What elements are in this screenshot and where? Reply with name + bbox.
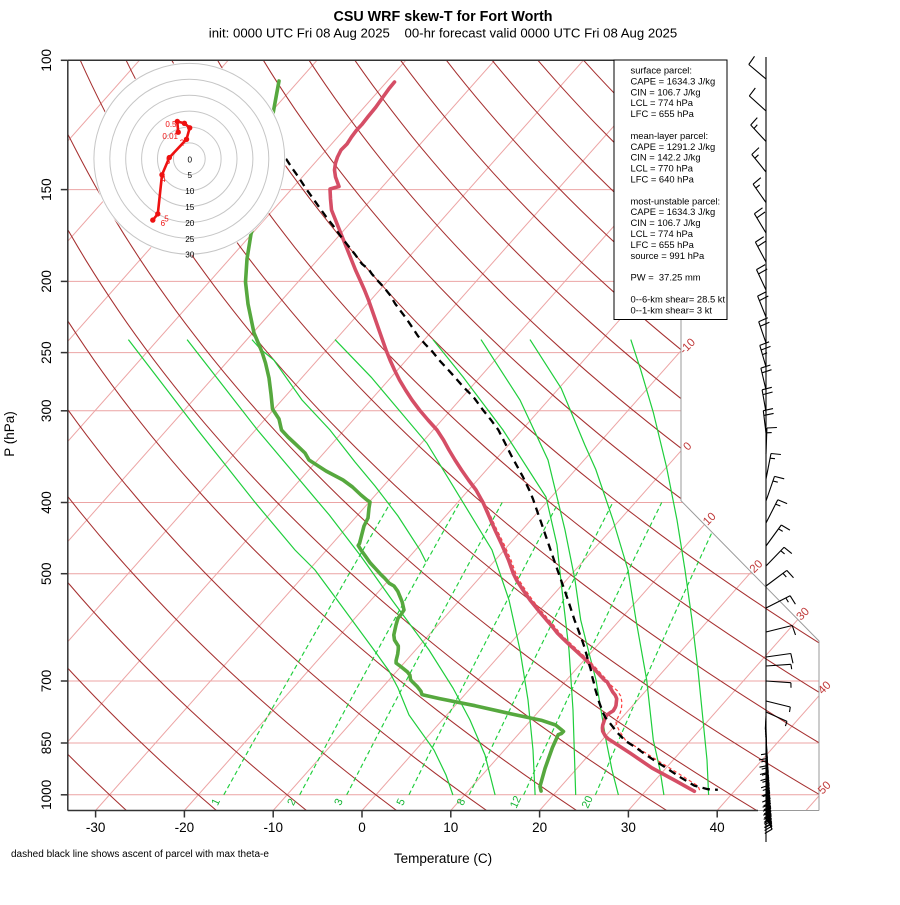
svg-text:10: 10 [185, 187, 195, 196]
svg-text:dashed black line shows ascent: dashed black line shows ascent of parcel… [11, 849, 269, 860]
svg-text:-10: -10 [263, 820, 283, 835]
svg-text:LFC = 640 hPa: LFC = 640 hPa [631, 174, 695, 185]
svg-text:surface parcel:: surface parcel: [631, 65, 693, 76]
svg-text:P (hPa): P (hPa) [2, 411, 17, 457]
svg-text:LCL = 774 hPa: LCL = 774 hPa [631, 97, 694, 108]
svg-text:-20: -20 [175, 820, 195, 835]
svg-text:CIN = 106.7 J/kg: CIN = 106.7 J/kg [631, 86, 701, 97]
svg-text:400: 400 [39, 491, 54, 514]
svg-text:CAPE = 1291.2 J/kg: CAPE = 1291.2 J/kg [631, 141, 716, 152]
svg-text:250: 250 [39, 341, 54, 364]
svg-text:init: 0000 UTC Fri 08 Aug 2025: init: 0000 UTC Fri 08 Aug 2025 00-hr for… [209, 26, 677, 41]
svg-text:20: 20 [532, 820, 547, 835]
svg-text:0--6-km shear= 28.5 kt: 0--6-km shear= 28.5 kt [631, 293, 726, 304]
svg-text:CIN = 106.7 J/kg: CIN = 106.7 J/kg [631, 217, 701, 228]
svg-text:1000: 1000 [39, 780, 54, 810]
svg-text:0.01: 0.01 [162, 132, 178, 141]
svg-text:20: 20 [185, 219, 195, 228]
svg-text:most-unstable parcel:: most-unstable parcel: [631, 195, 721, 206]
svg-text:150: 150 [39, 178, 54, 201]
svg-text:30: 30 [185, 251, 195, 260]
svg-text:LCL = 774 hPa: LCL = 774 hPa [631, 228, 694, 239]
svg-text:6: 6 [161, 219, 166, 228]
svg-text:CAPE = 1634.3 J/kg: CAPE = 1634.3 J/kg [631, 206, 716, 217]
svg-text:850: 850 [39, 732, 54, 755]
svg-text:40: 40 [710, 820, 725, 835]
svg-text:2: 2 [180, 139, 185, 148]
svg-text:mean-layer parcel:: mean-layer parcel: [631, 130, 709, 141]
svg-text:0: 0 [188, 155, 193, 164]
svg-text:10: 10 [443, 820, 458, 835]
svg-text:0--1-km shear= 3 kt: 0--1-km shear= 3 kt [631, 304, 713, 315]
svg-text:LFC = 655 hPa: LFC = 655 hPa [631, 239, 695, 250]
svg-text:CSU WRF skew-T for Fort Worth: CSU WRF skew-T for Fort Worth [334, 9, 553, 25]
svg-text:3: 3 [166, 157, 171, 166]
svg-text:CAPE = 1634.3 J/kg: CAPE = 1634.3 J/kg [631, 75, 716, 86]
svg-text:-30: -30 [86, 820, 106, 835]
svg-text:LFC = 655 hPa: LFC = 655 hPa [631, 108, 695, 119]
svg-text:CIN = 142.2 J/kg: CIN = 142.2 J/kg [631, 152, 701, 163]
svg-text:Temperature (C): Temperature (C) [394, 851, 492, 866]
svg-text:25: 25 [185, 235, 195, 244]
svg-text:0.5: 0.5 [165, 120, 177, 129]
svg-text:0: 0 [358, 820, 366, 835]
svg-text:500: 500 [39, 562, 54, 585]
svg-text:5: 5 [188, 171, 193, 180]
svg-text:LCL = 770 hPa: LCL = 770 hPa [631, 163, 694, 174]
svg-text:source = 991 hPa: source = 991 hPa [631, 250, 706, 261]
svg-text:15: 15 [185, 203, 195, 212]
svg-text:100: 100 [39, 49, 54, 72]
svg-text:30: 30 [621, 820, 636, 835]
svg-text:700: 700 [39, 670, 54, 693]
svg-text:PW = 37.25 mm: PW = 37.25 mm [631, 272, 701, 283]
svg-text:4: 4 [161, 175, 166, 184]
svg-text:200: 200 [39, 270, 54, 293]
svg-text:300: 300 [39, 400, 54, 423]
